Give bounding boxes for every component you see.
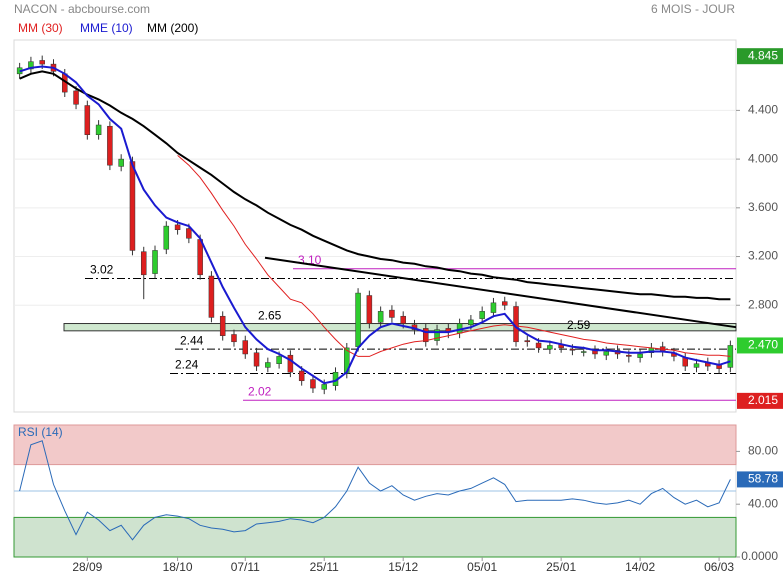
candle-body bbox=[219, 315, 226, 336]
candle-body bbox=[208, 275, 215, 318]
candle-body bbox=[28, 61, 34, 70]
price-tag bbox=[737, 392, 783, 409]
candle-body bbox=[39, 60, 45, 65]
band-label: 2.65 bbox=[258, 309, 282, 323]
candle-body bbox=[535, 342, 542, 349]
price-tag bbox=[737, 48, 783, 65]
moving-average bbox=[19, 65, 731, 385]
candle-body bbox=[231, 334, 237, 343]
candle-body bbox=[298, 370, 305, 382]
candle-body bbox=[468, 319, 474, 325]
candle-body bbox=[163, 225, 170, 250]
candle-body bbox=[276, 356, 282, 364]
trend-line bbox=[264, 256, 737, 329]
candle-body bbox=[547, 345, 553, 350]
price-tag-label: 2.470 bbox=[748, 338, 778, 352]
candle-body bbox=[693, 363, 700, 368]
rsi-tag bbox=[737, 471, 783, 488]
x-tick-label: 06/03 bbox=[704, 560, 734, 574]
y-tick-label: 3.200 bbox=[748, 249, 778, 263]
candle-body bbox=[242, 340, 249, 355]
moving-average bbox=[177, 155, 731, 357]
y-tick-label: 2.800 bbox=[748, 297, 778, 311]
candle-body bbox=[366, 295, 373, 324]
candle-body bbox=[434, 329, 440, 341]
x-tick-label: 05/01 bbox=[467, 560, 497, 574]
candle-body bbox=[479, 311, 485, 319]
candle-body bbox=[253, 352, 260, 367]
level-label: 2.24 bbox=[175, 358, 199, 372]
candle-body bbox=[140, 251, 147, 276]
rsi-name: RSI (14) bbox=[18, 425, 63, 439]
candle-body bbox=[423, 328, 429, 343]
rsi-tick-label: 80.00 bbox=[748, 444, 778, 458]
candle-body bbox=[84, 105, 91, 135]
candle-body bbox=[377, 311, 384, 323]
legend-entry: MME (10) bbox=[80, 21, 133, 35]
x-tick-label: 25/01 bbox=[546, 560, 576, 574]
x-tick-label: 25/11 bbox=[310, 560, 339, 574]
candle-body bbox=[344, 347, 350, 374]
y-tick-label: 4.400 bbox=[748, 103, 778, 117]
y-tick-label: 4.000 bbox=[748, 151, 778, 165]
band-label: 2.59 bbox=[567, 318, 591, 332]
candle-body bbox=[400, 315, 406, 324]
overbought-zone bbox=[13, 424, 737, 466]
candle-body bbox=[310, 379, 316, 389]
candle-body bbox=[603, 351, 610, 356]
rsi-tag-label: 58.78 bbox=[748, 472, 778, 486]
candle-body bbox=[637, 353, 643, 358]
candle-body bbox=[174, 224, 181, 230]
x-tick-label: 15/12 bbox=[388, 560, 418, 574]
candle-body bbox=[129, 161, 136, 251]
x-tick-label: 07/11 bbox=[231, 560, 260, 574]
level-label: 2.44 bbox=[180, 333, 204, 347]
candle-body bbox=[73, 90, 79, 105]
x-tick-label: 28/09 bbox=[72, 560, 102, 574]
candle-body bbox=[265, 362, 271, 368]
candle-body bbox=[524, 340, 531, 343]
price-tag bbox=[737, 337, 783, 354]
candle-body bbox=[490, 302, 497, 313]
oversold-zone bbox=[13, 516, 737, 558]
price-tag-label: 2.015 bbox=[748, 393, 778, 407]
candle-body bbox=[569, 348, 576, 351]
candle-body bbox=[321, 384, 327, 390]
candle-body bbox=[186, 228, 192, 239]
candle-body bbox=[501, 301, 508, 306]
candle-body bbox=[118, 158, 124, 167]
legend-entry: MM (30) bbox=[18, 21, 63, 35]
moving-average bbox=[19, 70, 731, 301]
x-tick-label: 18/10 bbox=[163, 560, 193, 574]
candle-body bbox=[95, 124, 102, 135]
chart-title: NACON - abcbourse.com bbox=[14, 2, 150, 16]
rsi-tick-label: 0.0000 bbox=[741, 549, 778, 563]
candle-body bbox=[355, 292, 361, 347]
candle-body bbox=[107, 125, 113, 166]
period-label: 6 MOIS - JOUR bbox=[651, 2, 735, 16]
legend-entry: MM (200) bbox=[147, 21, 198, 35]
rsi-line bbox=[19, 440, 731, 541]
y-tick-label: 3.600 bbox=[748, 200, 778, 214]
candle-body bbox=[287, 354, 294, 373]
candle-body bbox=[152, 250, 158, 274]
x-tick-label: 14/02 bbox=[625, 560, 655, 574]
price-tag-label: 4.845 bbox=[748, 48, 778, 62]
candle-body bbox=[389, 309, 395, 318]
candle-body bbox=[197, 239, 203, 276]
candle-body bbox=[580, 351, 587, 353]
candle-body bbox=[626, 354, 632, 357]
level-label: 3.02 bbox=[90, 263, 114, 277]
level-label: 2.02 bbox=[248, 384, 272, 398]
rsi-tick-label: 40.00 bbox=[748, 496, 778, 510]
